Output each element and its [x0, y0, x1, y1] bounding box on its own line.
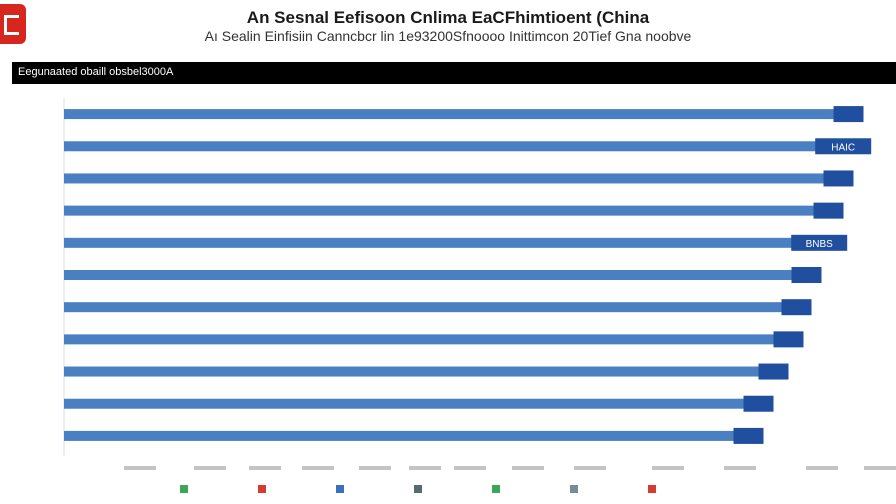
- brand-logo: [0, 4, 26, 44]
- legend-swatch: [492, 485, 500, 493]
- bar: [64, 302, 798, 313]
- bar: [64, 430, 750, 441]
- banner-text: Eegunaated obaill obsbel3000A: [18, 66, 174, 78]
- legend-swatch: [180, 485, 188, 493]
- bar-value-badge: [833, 106, 864, 123]
- bar: [64, 141, 846, 152]
- bar-value-badge: [823, 170, 854, 187]
- legend-swatch: [414, 485, 422, 493]
- bar-value-badge: [813, 202, 844, 219]
- bar: [64, 205, 830, 216]
- chart-legend: [180, 483, 800, 497]
- banner-bar: Eegunaated obaill obsbel3000A: [12, 62, 896, 84]
- bar-value-badge: [733, 427, 764, 444]
- bar: [64, 334, 790, 345]
- bar-value-badge: [773, 331, 804, 348]
- legend-swatch: [336, 485, 344, 493]
- legend-swatch: [258, 485, 266, 493]
- bar-chart: HAIC BNBS: [63, 98, 896, 470]
- bar: [64, 398, 760, 409]
- bar-value-badge: [758, 363, 789, 380]
- bar-value-badge: [781, 299, 812, 316]
- bar: [64, 173, 840, 184]
- legend-swatch: [570, 485, 578, 493]
- chart-subtitle: Aı Sealin Einfisiin Canncbcr lin 1e93200…: [204, 28, 692, 44]
- bar: [64, 270, 808, 280]
- chart-title: An Sesnal Eefisoon Cnlima EaCFhimtioent …: [246, 8, 650, 27]
- bar-value-badge: [791, 267, 822, 283]
- legend-swatch: [648, 485, 656, 493]
- bar: [64, 237, 822, 248]
- bar-value-badge: [743, 395, 774, 412]
- bar-value-badge: [815, 138, 872, 155]
- bar-value-label: HAIC: [831, 142, 855, 153]
- bar: [64, 109, 850, 120]
- bar-value-label: BNBS: [806, 239, 834, 250]
- bar-value-badge: [791, 234, 848, 251]
- bar: [64, 366, 775, 377]
